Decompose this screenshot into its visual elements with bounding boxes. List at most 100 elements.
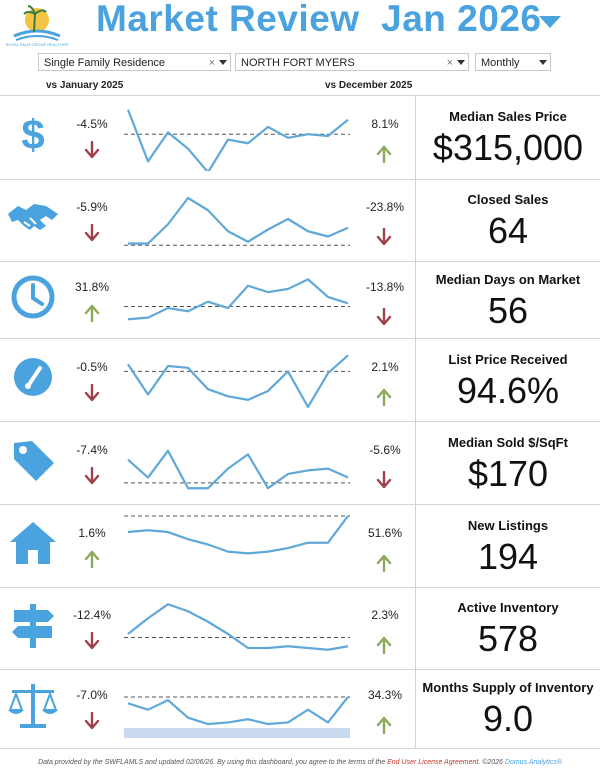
trend-line (127, 354, 349, 409)
trend-line (127, 278, 349, 321)
mom-arrow-down-icon (376, 470, 392, 488)
metric-row: -5.9% -23.8% Closed Sales 64 (0, 181, 600, 263)
metric-value: 94.6% (456, 369, 560, 411)
yoy-change: -7.4% (76, 442, 108, 457)
trend-sparkline[interactable] (124, 101, 350, 171)
trend-line (126, 109, 349, 171)
footer: Data provided by the SWFLAMLS and update… (0, 759, 600, 766)
chevron-down-icon[interactable] (457, 60, 465, 65)
yoy-arrow-down-icon (84, 632, 100, 650)
metric-row: 31.8% -13.8% Median Days on Market 56 (0, 263, 600, 340)
title-text: Market Review (96, 0, 360, 39)
title-period: Jan 2026 (381, 0, 542, 39)
trend-sparkline[interactable] (124, 344, 350, 413)
brand-logo: ROYAL PALM GROUP REALTORS (6, 5, 69, 47)
yoy-change: 1.6% (78, 525, 106, 540)
trend-line (128, 196, 349, 245)
brand-link[interactable]: Domus Analytics® (504, 759, 562, 766)
shaded-band (124, 728, 350, 738)
trend-line (127, 696, 349, 726)
metric-title: Median Sold $/SqFt (448, 434, 568, 450)
metric-row: -12.4% 2.3% Active Inventory 578 (0, 589, 600, 671)
metric-title: Median Sales Price (449, 109, 567, 124)
metric-value: $170 (467, 452, 549, 494)
handshake-icon (8, 204, 58, 230)
mom-change: -5.6% (369, 442, 401, 457)
row-divider (0, 261, 600, 262)
mom-arrow-up-icon (376, 145, 392, 163)
clock-icon (11, 275, 55, 318)
clear-icon[interactable]: × (446, 57, 453, 69)
row-divider (0, 587, 600, 588)
mom-change: -13.8% (365, 279, 405, 294)
metric-row: 1.6% 51.6% New Listings 194 (0, 506, 600, 589)
property-type-select[interactable]: Single Family Residence × (38, 53, 231, 71)
gauge-icon (14, 357, 52, 396)
clear-icon[interactable]: × (208, 57, 215, 69)
metric-value: 56 (487, 289, 529, 331)
compare-left-label: vs January 2025 (46, 80, 124, 91)
license-link[interactable]: End User License Agreement (387, 759, 479, 766)
yoy-change: -12.4% (72, 608, 112, 622)
metric-title: Median Days on Market (435, 271, 581, 287)
frequency-select[interactable]: Monthly (475, 53, 551, 71)
metric-row: $ -4.5% 8.1% Median Sales Price $315,000 (0, 97, 600, 181)
mom-change: 2.1% (371, 359, 399, 374)
mom-change: 34.3% (367, 687, 403, 702)
mom-change: 51.6% (367, 525, 403, 540)
metric-row: -7.0% 34.3% Months Supply of Inventory 9.0 (0, 671, 600, 748)
footer-copyright: . ©2026 (478, 759, 503, 766)
yoy-arrow-down-icon (84, 466, 100, 484)
area-select[interactable]: NORTH FORT MYERS × (235, 53, 469, 71)
trend-sparkline[interactable] (124, 427, 350, 496)
dollar-icon: $ (21, 111, 44, 158)
row-divider (0, 669, 600, 670)
trend-sparkline[interactable] (124, 510, 350, 579)
mom-arrow-up-icon (376, 388, 392, 406)
row-divider (0, 504, 600, 505)
yoy-change: -7.0% (76, 687, 108, 702)
property-type-value: Single Family Residence (44, 57, 166, 69)
trend-sparkline[interactable] (124, 675, 350, 738)
trend-sparkline[interactable] (124, 185, 350, 253)
compare-right-label: vs December 2025 (325, 80, 413, 91)
mom-change: 8.1% (371, 117, 399, 131)
trend-line (127, 515, 349, 555)
yoy-arrow-up-icon (84, 304, 100, 322)
metric-title: Closed Sales (467, 192, 549, 207)
mom-arrow-down-icon (376, 307, 392, 325)
row-divider (0, 179, 600, 180)
yoy-arrow-down-icon (84, 711, 100, 729)
signpost-icon (12, 604, 54, 648)
yoy-change: -4.5% (76, 117, 108, 131)
trend-sparkline[interactable] (124, 593, 350, 661)
mom-change: -23.8% (365, 200, 405, 214)
metric-value: 194 (477, 535, 539, 577)
metric-value: 9.0 (482, 697, 534, 739)
metric-title: List Price Received (448, 351, 568, 367)
period-dropdown-icon[interactable] (538, 15, 562, 29)
price-tag-icon (14, 440, 54, 481)
logo-text: ROYAL PALM GROUP REALTORS (6, 42, 69, 47)
yoy-arrow-down-icon (84, 383, 100, 401)
row-divider (0, 338, 600, 339)
trend-sparkline[interactable] (124, 267, 350, 330)
area-value: NORTH FORT MYERS (241, 57, 355, 69)
metric-value: $315,000 (432, 127, 584, 168)
mom-arrow-down-icon (376, 228, 392, 246)
yoy-change: 31.8% (74, 279, 110, 294)
metric-row: -7.4% -5.6% Median Sold $/SqFt $170 (0, 423, 600, 506)
yoy-arrow-down-icon (84, 141, 100, 159)
chevron-down-icon[interactable] (219, 60, 227, 65)
trend-line (127, 603, 349, 651)
house-icon (10, 521, 56, 564)
metric-title: Months Supply of Inventory (422, 679, 594, 695)
mom-arrow-up-icon (376, 716, 392, 734)
chevron-down-icon[interactable] (539, 60, 547, 65)
yoy-arrow-up-icon (84, 550, 100, 568)
row-divider (0, 748, 600, 749)
page-title: Market Review Jan 2026 (96, 0, 541, 40)
metric-title: New Listings (467, 517, 549, 533)
metric-row: -0.5% 2.1% List Price Received 94.6% (0, 340, 600, 423)
metric-value: 578 (477, 618, 539, 659)
